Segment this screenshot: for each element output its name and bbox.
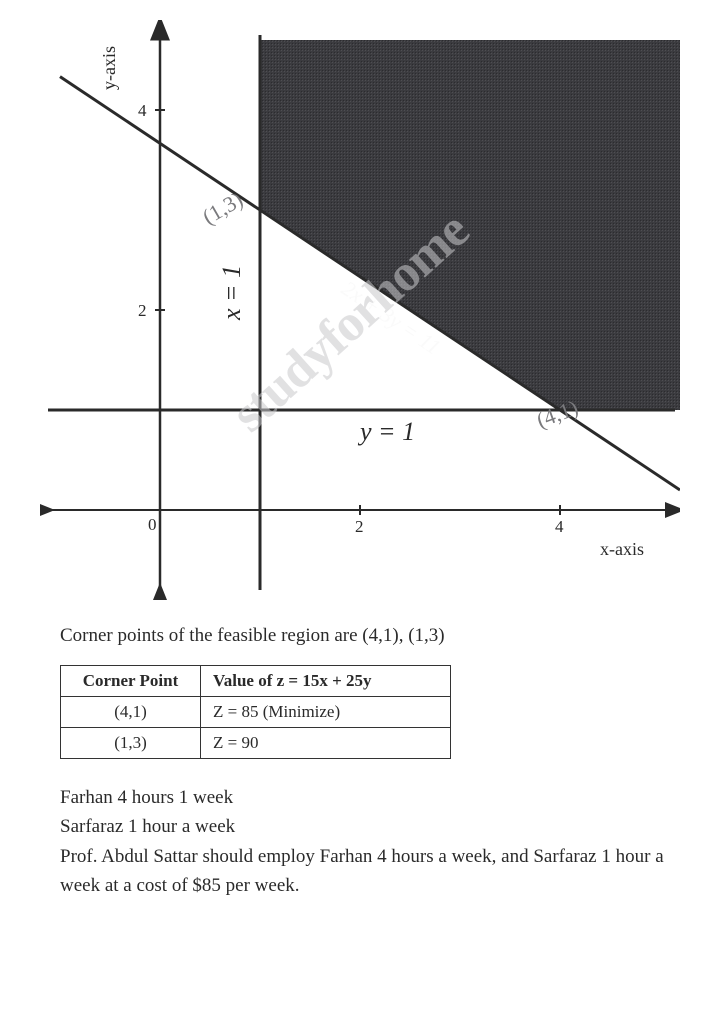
x-axis-label: x-axis	[600, 539, 644, 559]
col-header-value: Value of z = 15x + 25y	[201, 666, 451, 697]
svg-text:0: 0	[148, 515, 157, 534]
cell-val: Z = 85 (Minimize)	[201, 697, 451, 728]
corner-label-1-3: (1,3)	[198, 187, 247, 230]
table-header-row: Corner Point Value of z = 15x + 25y	[61, 666, 451, 697]
corner-points-table: Corner Point Value of z = 15x + 25y (4,1…	[60, 665, 451, 759]
feasible-region-chart: 0 2 4 2 4 x-axis y-axis x = 1 y = 1 2x +…	[40, 20, 680, 600]
corner-points-intro: Corner points of the feasible region are…	[60, 625, 680, 647]
label-y-eq-1: y = 1	[357, 417, 415, 446]
result-line-2: Sarfaraz 1 hour a week	[60, 812, 680, 841]
table-row: (4,1) Z = 85 (Minimize)	[61, 697, 451, 728]
result-conclusion: Prof. Abdul Sattar should employ Farhan …	[60, 842, 680, 901]
corner-label-4-1: (4,1)	[533, 395, 581, 433]
shaded-region	[260, 40, 680, 410]
cell-cp: (4,1)	[61, 697, 201, 728]
col-header-corner-point: Corner Point	[61, 666, 201, 697]
label-x-eq-1: x = 1	[217, 265, 246, 321]
svg-text:2: 2	[355, 517, 364, 536]
cell-cp: (1,3)	[61, 728, 201, 759]
result-line-1: Farhan 4 hours 1 week	[60, 783, 680, 812]
table-row: (1,3) Z = 90	[61, 728, 451, 759]
svg-text:2: 2	[138, 301, 147, 320]
svg-text:4: 4	[555, 517, 564, 536]
cell-val: Z = 90	[201, 728, 451, 759]
chart-svg: 0 2 4 2 4 x-axis y-axis x = 1 y = 1 2x +…	[40, 20, 680, 600]
svg-text:4: 4	[138, 101, 147, 120]
y-axis-label: y-axis	[99, 46, 119, 90]
